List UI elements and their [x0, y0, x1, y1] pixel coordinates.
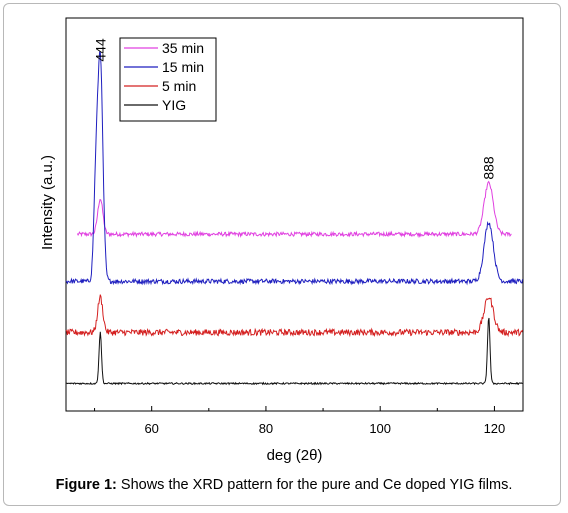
x-tick-label: 60: [144, 421, 158, 436]
series-line-yig: [65, 317, 523, 386]
x-tick-label: 120: [484, 421, 506, 436]
y-axis-label: Intensity (a.u.): [39, 155, 56, 250]
peak-annotation: 888: [481, 156, 497, 180]
peak-annotation: 444: [92, 38, 108, 62]
figure-caption: Figure 1: Shows the XRD pattern for the …: [0, 477, 568, 493]
caption-label: Figure 1:: [55, 477, 117, 493]
legend-label: 15 min: [162, 59, 204, 75]
annotation-layer: 444 888: [92, 38, 496, 180]
series-line-15-min: [65, 51, 523, 286]
legend-label: 5 min: [162, 78, 196, 94]
series-line-35-min: [76, 180, 512, 239]
plot-axes: 60 80 100 120 deg (2θ) Intensity (a.u.): [39, 17, 524, 464]
series-layer: [65, 51, 523, 386]
legend-box: [119, 37, 217, 122]
series-line-5-min: [65, 294, 523, 338]
x-tick-label: 100: [369, 421, 391, 436]
legend-label: 35 min: [162, 40, 204, 56]
legend-label: YIG: [162, 97, 186, 113]
figure-frame: [3, 3, 561, 506]
plot-border: [65, 17, 524, 412]
xrd-chart: 60 80 100 120 deg (2θ) Intensity (a.u.) 444 88…: [39, 17, 524, 464]
legend: 35 min 15 min 5 min YIG: [119, 37, 217, 122]
x-tick-label: 80: [259, 421, 273, 436]
caption-text: Shows the XRD pattern for the pure and C…: [120, 477, 513, 493]
x-axis-label: deg (2θ): [267, 447, 323, 464]
